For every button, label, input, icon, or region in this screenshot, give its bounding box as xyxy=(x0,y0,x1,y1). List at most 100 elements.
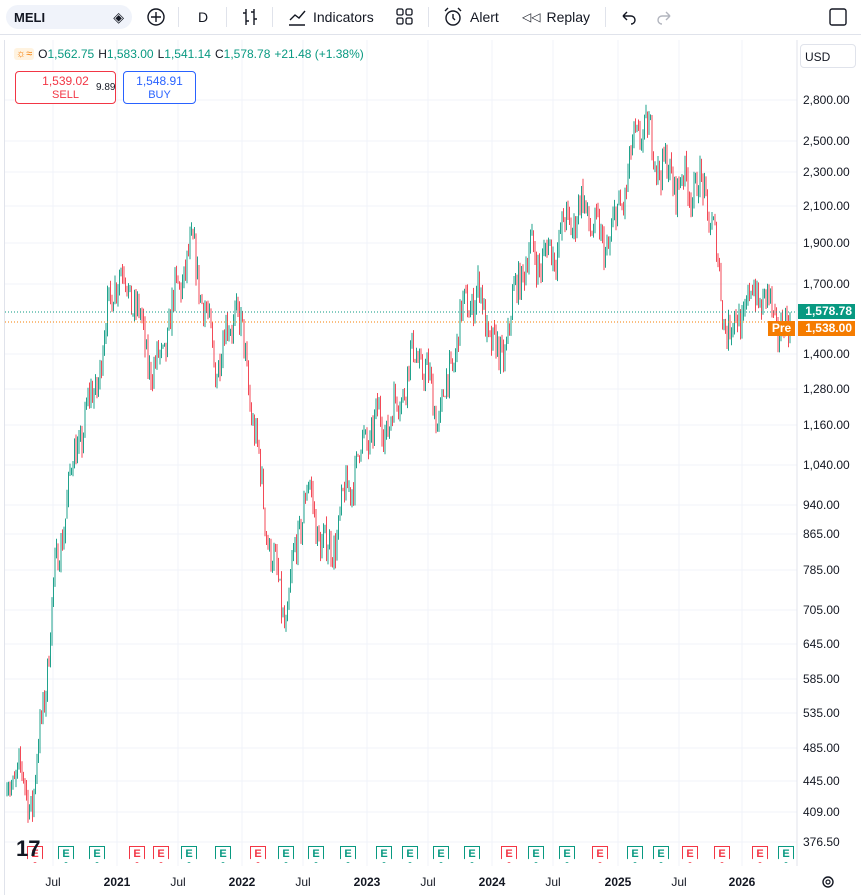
earnings-marker[interactable]: E xyxy=(592,846,608,863)
buy-button[interactable]: 1,548.91 BUY xyxy=(123,71,196,104)
price-axis-label: 2,300.00 xyxy=(803,165,850,179)
time-axis-label: 2023 xyxy=(353,875,381,889)
earnings-marker[interactable]: E xyxy=(278,846,294,863)
earnings-marker[interactable]: E xyxy=(215,846,231,863)
buy-label: BUY xyxy=(148,89,171,101)
time-axis-label: Jul xyxy=(671,875,687,889)
redo-button[interactable] xyxy=(656,0,674,34)
last-price-tag: 1,578.78 xyxy=(798,304,855,319)
pre-market-label: Pre xyxy=(768,321,795,336)
toolbar-divider xyxy=(272,7,273,27)
earnings-marker[interactable]: E xyxy=(181,846,197,863)
earnings-marker[interactable]: E xyxy=(752,846,768,863)
high-value: 1,583.00 xyxy=(106,47,154,61)
sell-label: SELL xyxy=(52,89,79,101)
earnings-marker[interactable]: E xyxy=(129,846,145,863)
settings-gear-icon[interactable] xyxy=(818,872,838,892)
compare-symbol-button[interactable] xyxy=(145,0,167,34)
price-axis-label: 485.00 xyxy=(803,741,840,755)
fullscreen-button[interactable] xyxy=(828,0,848,34)
chart-type-button[interactable] xyxy=(240,0,260,34)
interval-button[interactable]: D xyxy=(198,0,208,34)
price-axis-label: 2,800.00 xyxy=(803,93,850,107)
price-axis-label: 1,280.00 xyxy=(803,382,850,396)
rewind-icon: ◁◁ xyxy=(522,10,541,24)
open-value: 1,562.75 xyxy=(47,47,95,61)
earnings-marker[interactable]: E xyxy=(250,846,266,863)
plus-circle-icon xyxy=(147,8,165,26)
alert-label: Alert xyxy=(470,9,499,25)
alarm-clock-icon xyxy=(444,7,462,26)
price-axis-label: 1,900.00 xyxy=(803,236,850,250)
price-axis-label: 2,500.00 xyxy=(803,134,850,148)
price-axis-label: 376.50 xyxy=(803,835,840,849)
indicators-icon xyxy=(289,10,306,26)
indicators-button[interactable]: Indicators xyxy=(287,0,374,34)
earnings-marker[interactable]: E xyxy=(528,846,544,863)
buy-price: 1,548.91 xyxy=(136,74,183,88)
price-axis-label: 865.00 xyxy=(803,527,840,541)
close-label: C xyxy=(214,47,224,61)
price-axis-label: 535.00 xyxy=(803,706,840,720)
price-axis-label: 705.00 xyxy=(803,603,840,617)
earnings-marker[interactable]: E xyxy=(27,846,43,863)
earnings-marker[interactable]: E xyxy=(433,846,449,863)
earnings-marker[interactable]: E xyxy=(308,846,324,863)
earnings-marker[interactable]: E xyxy=(376,846,392,863)
price-axis-label: 645.00 xyxy=(803,637,840,651)
spread-value: 9.89 xyxy=(96,82,116,93)
currency-selector[interactable]: USD xyxy=(800,44,856,68)
earnings-marker[interactable]: E xyxy=(559,846,575,863)
earnings-marker[interactable]: E xyxy=(340,846,356,863)
undo-button[interactable] xyxy=(619,0,637,34)
time-axis-label: Jul xyxy=(420,875,436,889)
grid-icon xyxy=(396,8,413,25)
sell-button[interactable]: 1,539.02 SELL xyxy=(15,71,116,104)
time-axis-label: 2025 xyxy=(604,875,632,889)
price-axis-label: 445.00 xyxy=(803,774,840,788)
open-label: O xyxy=(38,47,48,61)
earnings-marker[interactable]: E xyxy=(402,846,418,863)
square-icon xyxy=(829,8,847,26)
high-label: H xyxy=(98,47,107,61)
toolbar-divider xyxy=(605,7,606,27)
replay-button[interactable]: ◁◁ Replay xyxy=(522,0,590,34)
time-axis-label: Jul xyxy=(170,875,186,889)
earnings-marker[interactable]: E xyxy=(653,846,669,863)
templates-button[interactable] xyxy=(395,0,415,34)
price-axis-label: 1,040.00 xyxy=(803,458,850,472)
earnings-marker[interactable]: E xyxy=(464,846,480,863)
interval-label: D xyxy=(198,9,209,25)
earnings-marker[interactable]: E xyxy=(778,846,794,863)
change-value: +21.48 (+1.38%) xyxy=(274,47,364,61)
close-value: 1,578.78 xyxy=(223,47,271,61)
pre-market-price-tag: 1,538.00 xyxy=(798,321,855,336)
earnings-marker[interactable]: E xyxy=(153,846,169,863)
price-axis-label: 940.00 xyxy=(803,498,840,512)
earnings-marker[interactable]: E xyxy=(714,846,730,863)
toolbar-divider xyxy=(178,7,179,27)
earnings-marker[interactable]: E xyxy=(627,846,643,863)
top-toolbar: MELI ◈ D Indicators Alert ◁◁ Replay xyxy=(0,0,861,35)
time-axis-label: Jul xyxy=(545,875,561,889)
low-value: 1,541.14 xyxy=(164,47,211,61)
price-axis-label: 1,160.00 xyxy=(803,418,850,432)
price-axis-label: 1,700.00 xyxy=(803,277,850,291)
indicators-label: Indicators xyxy=(313,9,374,25)
price-axis-label: 585.00 xyxy=(803,672,840,686)
sun-icon: ☼≈ xyxy=(14,48,35,60)
earnings-marker[interactable]: E xyxy=(682,846,698,863)
symbol-search-button[interactable]: MELI ◈ xyxy=(6,5,132,29)
earnings-marker[interactable]: E xyxy=(58,846,74,863)
symbol-label: MELI xyxy=(14,9,46,25)
earnings-marker[interactable]: E xyxy=(501,846,517,863)
price-axis-label: 409.00 xyxy=(803,805,840,819)
earnings-marker[interactable]: E xyxy=(89,846,105,863)
chart-pane[interactable] xyxy=(4,40,861,895)
alert-button[interactable]: Alert xyxy=(442,0,499,34)
low-label: L xyxy=(157,47,165,61)
time-axis-label: Jul xyxy=(295,875,311,889)
price-axis-label: 785.00 xyxy=(803,563,840,577)
time-axis-label: 2026 xyxy=(728,875,756,889)
